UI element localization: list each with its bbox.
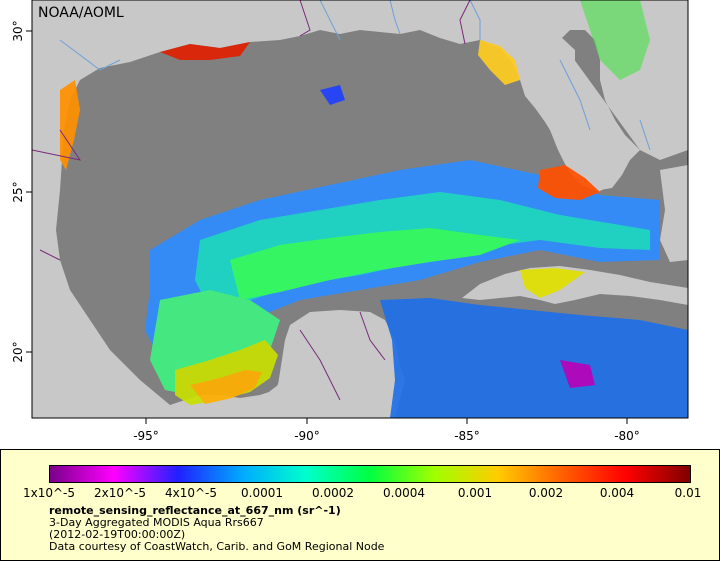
colorbar-label: 0.001 — [457, 486, 493, 500]
land-central-america — [240, 312, 400, 418]
map-border — [31, 0, 689, 419]
legend-credit: Data courtesy of CoastWatch, Carib. and … — [49, 540, 385, 553]
colorbar-label: 2x10^-5 — [93, 486, 147, 500]
lon-tick-label: -85° — [454, 429, 480, 443]
legend-panel: 1x10^-5 2x10^-5 4x10^-5 0.0001 0.0002 0.… — [0, 449, 720, 561]
colorbar-label: 0.0002 — [312, 486, 354, 500]
colorbar — [49, 465, 691, 483]
colorbar-label: 0.0004 — [383, 486, 425, 500]
lat-tick-label: 30° — [11, 20, 25, 41]
rivers-layer — [59, 0, 651, 151]
lon-tick-label: -80° — [614, 429, 640, 443]
lat-ticks — [26, 30, 32, 353]
land-florida-tip — [520, 36, 610, 192]
lon-ticks — [145, 418, 628, 424]
colorbar-label: 4x10^-5 — [164, 486, 218, 500]
borders-layer — [32, 0, 471, 401]
legend-title: remote_sensing_reflectance_at_667_nm (sr… — [49, 504, 341, 517]
map-canvas: NOAA/AOML -95° -90° -85° -80° 30° 25° 20… — [11, 0, 689, 443]
lat-tick-label: 25° — [11, 181, 25, 202]
colorbar-label: 0.01 — [674, 486, 702, 500]
colorbar-label: 0.0001 — [241, 486, 283, 500]
legend-time: (2012-02-19T00:00:00Z) — [49, 528, 186, 541]
colorbar-label: 0.002 — [528, 486, 564, 500]
map-frame: NOAA/AOML -95° -90° -85° -80° 30° 25° 20… — [11, 0, 689, 443]
credit-label: NOAA/AOML — [38, 5, 124, 21]
colorbar-label: 0.004 — [599, 486, 635, 500]
colorbar-label: 1x10^-5 — [22, 486, 76, 500]
legend-dataset: 3-Day Aggregated MODIS Aqua Rrs667 — [49, 516, 264, 529]
lon-tick-label: -90° — [294, 429, 320, 443]
lat-tick-label: 20° — [11, 341, 25, 362]
land-bahamas — [660, 165, 688, 262]
lon-tick-label: -95° — [133, 429, 159, 443]
land-cuba — [462, 266, 688, 305]
reflectance-data-layer — [60, 0, 688, 418]
land-florida — [560, 0, 688, 190]
